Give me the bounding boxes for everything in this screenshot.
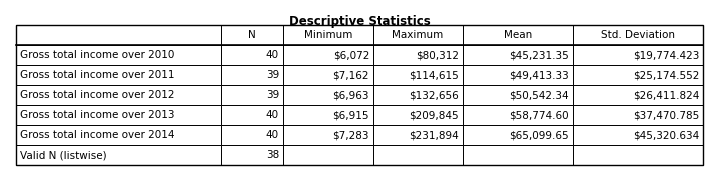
- Text: 40: 40: [266, 130, 279, 140]
- Text: Valid N (listwise): Valid N (listwise): [20, 150, 107, 160]
- Bar: [283, 105, 373, 125]
- Text: $80,312: $80,312: [416, 50, 459, 60]
- Bar: [573, 145, 703, 165]
- Bar: [16, 25, 703, 165]
- Bar: [221, 65, 283, 85]
- Bar: [463, 145, 573, 165]
- Text: $7,283: $7,283: [333, 130, 369, 140]
- Text: Gross total income over 2010: Gross total income over 2010: [20, 50, 174, 60]
- Bar: [221, 145, 283, 165]
- Text: $6,072: $6,072: [333, 50, 369, 60]
- Bar: [463, 65, 573, 85]
- Text: $6,963: $6,963: [333, 90, 369, 100]
- Bar: [221, 25, 283, 45]
- Bar: [573, 125, 703, 145]
- Text: Gross total income over 2013: Gross total income over 2013: [20, 110, 174, 120]
- Bar: [373, 65, 463, 85]
- Bar: [373, 145, 463, 165]
- Bar: [373, 45, 463, 65]
- Text: $25,174.552: $25,174.552: [633, 70, 699, 80]
- Text: $132,656: $132,656: [409, 90, 459, 100]
- Bar: [16, 105, 221, 125]
- Bar: [16, 145, 221, 165]
- Text: $231,894: $231,894: [409, 130, 459, 140]
- Text: Maximum: Maximum: [392, 30, 444, 40]
- Bar: [16, 65, 221, 85]
- Bar: [573, 85, 703, 105]
- Bar: [16, 25, 221, 45]
- Text: $49,413.33: $49,413.33: [509, 70, 569, 80]
- Bar: [283, 25, 373, 45]
- Text: $50,542.34: $50,542.34: [509, 90, 569, 100]
- Bar: [573, 65, 703, 85]
- Text: $45,320.634: $45,320.634: [633, 130, 699, 140]
- Bar: [16, 125, 221, 145]
- Text: $7,162: $7,162: [333, 70, 369, 80]
- Bar: [573, 45, 703, 65]
- Bar: [16, 45, 221, 65]
- Text: $209,845: $209,845: [410, 110, 459, 120]
- Bar: [373, 85, 463, 105]
- Bar: [283, 125, 373, 145]
- Text: N: N: [248, 30, 256, 40]
- Bar: [373, 105, 463, 125]
- Text: $26,411.824: $26,411.824: [633, 90, 699, 100]
- Bar: [283, 65, 373, 85]
- Text: 39: 39: [266, 70, 279, 80]
- Text: Gross total income over 2012: Gross total income over 2012: [20, 90, 174, 100]
- Bar: [573, 25, 703, 45]
- Bar: [373, 125, 463, 145]
- Bar: [463, 25, 573, 45]
- Bar: [463, 45, 573, 65]
- Text: 40: 40: [266, 110, 279, 120]
- Text: $58,774.60: $58,774.60: [509, 110, 569, 120]
- Bar: [373, 25, 463, 45]
- Bar: [573, 105, 703, 125]
- Bar: [16, 85, 221, 105]
- Bar: [463, 105, 573, 125]
- Text: Minimum: Minimum: [304, 30, 352, 40]
- Text: $19,774.423: $19,774.423: [633, 50, 699, 60]
- Text: 40: 40: [266, 50, 279, 60]
- Bar: [463, 125, 573, 145]
- Text: Std. Deviation: Std. Deviation: [601, 30, 675, 40]
- Text: Descriptive Statistics: Descriptive Statistics: [289, 15, 431, 28]
- Text: $114,615: $114,615: [409, 70, 459, 80]
- Text: Gross total income over 2014: Gross total income over 2014: [20, 130, 174, 140]
- Text: Gross total income over 2011: Gross total income over 2011: [20, 70, 174, 80]
- Text: $45,231.35: $45,231.35: [509, 50, 569, 60]
- Bar: [283, 145, 373, 165]
- Bar: [283, 45, 373, 65]
- Bar: [221, 105, 283, 125]
- Text: Mean: Mean: [504, 30, 532, 40]
- Text: $37,470.785: $37,470.785: [633, 110, 699, 120]
- Bar: [221, 45, 283, 65]
- Bar: [221, 85, 283, 105]
- Text: $65,099.65: $65,099.65: [509, 130, 569, 140]
- Bar: [221, 125, 283, 145]
- Text: $6,915: $6,915: [333, 110, 369, 120]
- Text: 38: 38: [266, 150, 279, 160]
- Bar: [463, 85, 573, 105]
- Text: 39: 39: [266, 90, 279, 100]
- Bar: [283, 85, 373, 105]
